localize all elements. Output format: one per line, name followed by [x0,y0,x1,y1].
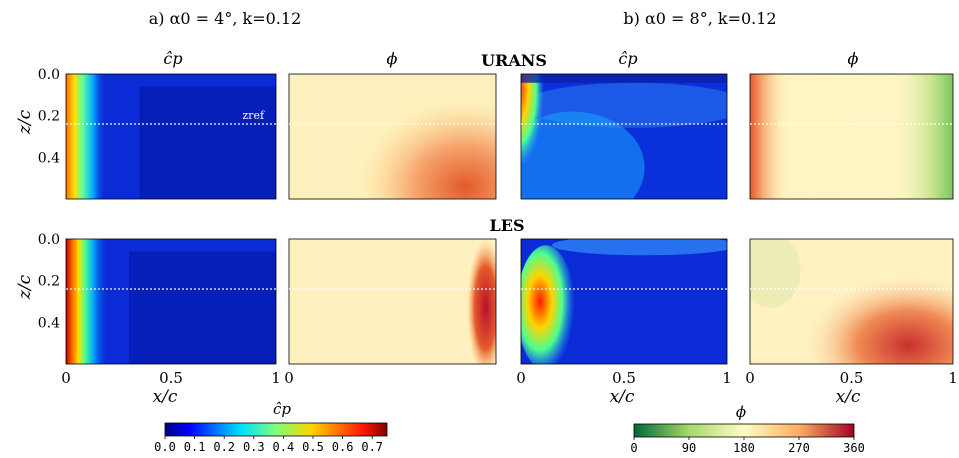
contour-panel-les-a-cp [65,238,277,365]
caption-case-b: b) α0 = 8°, k=0.12 [623,9,776,28]
contour-panel-les-b-phi [749,238,954,365]
colorbar-phi-label: ϕ [736,403,746,421]
colorbar-tick-label: 0.2 [213,440,235,454]
panel-title-phi: ϕ [387,49,398,68]
y-axis-label: z/c [15,274,35,300]
colorbar-tick-label: 0.7 [361,440,383,454]
x-tick-label: 0.5 [159,369,183,387]
colorbar-tick-label: 0 [630,441,637,455]
colorbar-tick-label: 0.0 [154,440,176,454]
x-tick-label: 0 [516,369,526,387]
panel-title-phi: ϕ [848,49,859,68]
colorbar-tick-label: 90 [682,441,696,455]
y-tick-label: 0.2 [38,109,60,125]
panel-title-cp: ĉp [163,49,182,68]
panel-title-cp: ĉp [618,49,637,68]
x-tick-label: 1 [722,369,732,387]
y-tick-label: 0.0 [38,232,60,248]
caption-case-a: a) α0 = 4°, k=0.12 [149,9,302,28]
contour-panel-urans-b-phi [749,73,954,200]
colorbar-tick-label: 0.6 [332,440,354,454]
y-tick-label: 0.0 [38,67,60,83]
colorbar-tick-label: 360 [843,441,865,455]
x-axis-label: x/c [153,387,178,407]
colorbar-cp-label: ĉp [273,400,291,418]
x-tick-label: 0.5 [840,369,864,387]
colorbar-tick-label: 270 [788,441,810,455]
row-title-urans: URANS [481,51,547,70]
y-tick-label: 0.4 [38,315,60,331]
colorbar-tick-label: 0.3 [243,440,265,454]
row-title-les: LES [490,216,525,235]
contour-panel-les-b-cp [520,238,728,365]
colorbar-phi [633,423,855,438]
contour-panel-les-a-phi [288,238,497,365]
x-tick-label: 0 [745,369,755,387]
y-axis-label: z/c [15,109,35,135]
x-tick-label: 0 [61,369,71,387]
zref-label: zref [242,109,265,122]
contour-panel-urans-b-cp [520,73,728,200]
x-axis-label: x/c [836,387,861,407]
y-tick-label: 0.2 [38,274,60,290]
x-tick-label: 0 [284,369,294,387]
x-axis-label: x/c [610,387,635,407]
x-tick-label: 1 [271,369,281,387]
colorbar-tick-label: 0.4 [273,440,295,454]
contour-panel-urans-a-phi [288,73,497,200]
x-tick-label: 1 [948,369,958,387]
contour-panel-urans-a-cp: zref [65,73,277,200]
x-tick-label: 0.5 [612,369,636,387]
colorbar-tick-label: 0.1 [184,440,206,454]
colorbar-cp [164,422,388,437]
colorbar-tick-label: 0.5 [302,440,324,454]
y-tick-label: 0.4 [38,150,60,166]
colorbar-tick-label: 180 [733,441,755,455]
